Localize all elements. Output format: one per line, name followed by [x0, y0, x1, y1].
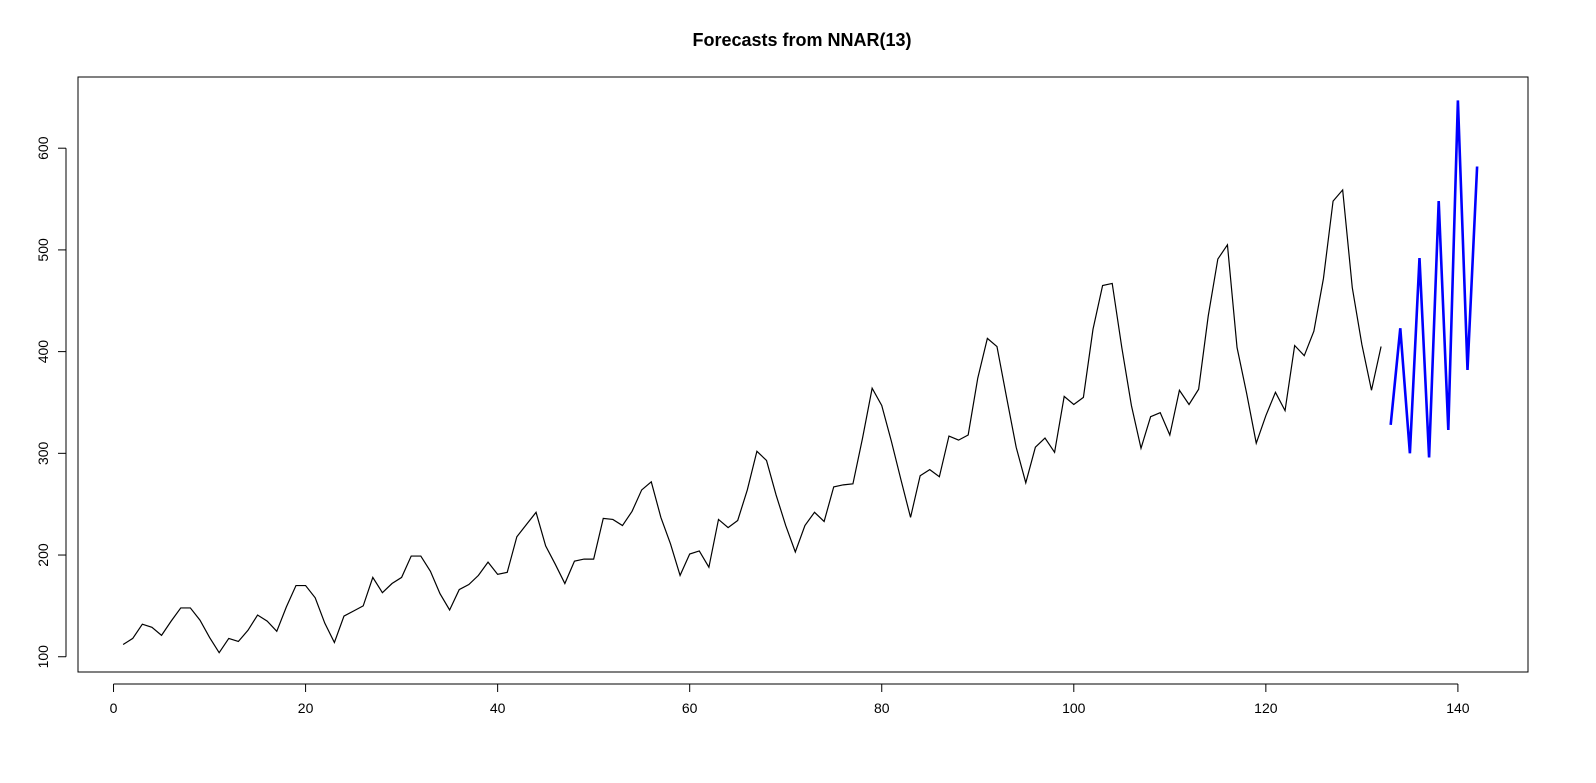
- y-tick-label: 400: [35, 340, 51, 364]
- y-axis: 100 200 300 400 500 600: [35, 136, 67, 669]
- x-tick-label: 100: [1062, 700, 1086, 716]
- y-tick-label: 100: [35, 645, 51, 669]
- x-tick-label: 40: [490, 700, 506, 716]
- x-axis: 0 20 40 60 80 100 120 140: [110, 683, 1470, 716]
- y-tick-label: 500: [35, 238, 51, 262]
- series-observed-line: [122, 188, 1382, 654]
- x-tick-label: 0: [110, 700, 118, 716]
- y-tick-label: 300: [35, 441, 51, 465]
- x-tick-label: 60: [682, 700, 698, 716]
- x-tick-label: 20: [298, 700, 314, 716]
- plot-frame: [77, 76, 1529, 673]
- x-tick-label: 120: [1254, 700, 1278, 716]
- chart-title: Forecasts from NNAR(13): [692, 30, 911, 50]
- series-layer: [122, 100, 1479, 654]
- series-forecast-line: [1389, 100, 1479, 458]
- y-tick-label: 600: [35, 136, 51, 160]
- x-tick-label: 80: [874, 700, 890, 716]
- x-tick-label: 140: [1446, 700, 1470, 716]
- y-tick-label: 200: [35, 543, 51, 567]
